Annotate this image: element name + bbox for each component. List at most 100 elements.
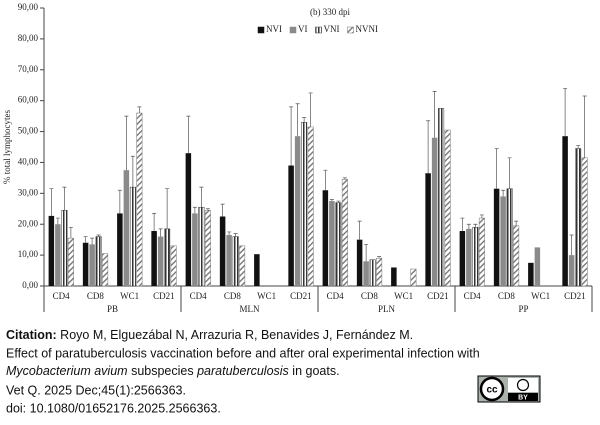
error-bar	[295, 103, 300, 137]
y-tick-label: 70,00	[18, 64, 39, 74]
genus-species: Mycobacterium avium	[6, 364, 128, 378]
bar	[322, 190, 329, 286]
error-bar	[124, 115, 129, 171]
error-bar	[432, 91, 437, 138]
bar	[493, 188, 500, 286]
error-bar	[96, 234, 101, 237]
error-bar	[329, 199, 334, 202]
license-badge: cc BY	[477, 375, 541, 403]
error-bar	[357, 220, 362, 240]
bar	[254, 254, 260, 286]
y-tick-label: 90,00	[18, 2, 39, 12]
bar	[157, 236, 164, 286]
bar	[363, 261, 369, 286]
error-bar	[507, 157, 512, 189]
bar	[391, 267, 397, 286]
x-tick-label: CD8	[361, 291, 379, 301]
bar	[444, 129, 451, 287]
bar	[102, 253, 109, 287]
error-bar	[466, 223, 471, 229]
error-bar	[501, 189, 506, 197]
error-bar	[186, 115, 191, 154]
bar	[198, 206, 205, 287]
x-tick-label: CD21	[564, 291, 586, 301]
group-label: PB	[107, 304, 118, 314]
legend-label: VNI	[324, 24, 340, 34]
subspecies: paratuberculosis	[196, 364, 289, 378]
error-bar	[62, 186, 67, 211]
bar	[562, 136, 568, 286]
x-tick-label: CD8	[498, 291, 516, 301]
bar	[307, 126, 314, 287]
bar	[301, 122, 308, 287]
error-bar	[90, 237, 95, 245]
x-tick-label: CD4	[190, 291, 208, 301]
bar	[219, 216, 226, 286]
error-bar	[426, 120, 431, 174]
y-tick-label: 60,00	[18, 95, 39, 105]
bar	[568, 255, 575, 286]
bar	[82, 242, 89, 286]
error-bar	[479, 214, 484, 219]
bar	[294, 136, 301, 286]
bar	[335, 202, 342, 287]
citation-title: Effect of paratuberculosis vaccination b…	[6, 346, 480, 360]
bar	[506, 188, 513, 287]
bar	[528, 262, 534, 286]
bar	[438, 108, 445, 287]
error-bar	[137, 106, 142, 114]
error-bar	[514, 220, 519, 226]
bar	[226, 235, 232, 286]
legend-swatch	[347, 26, 354, 34]
error-bar	[460, 217, 465, 232]
bar	[61, 210, 68, 287]
error-bar	[323, 169, 328, 191]
legend-label: NVI	[266, 24, 282, 34]
by-icon	[516, 378, 530, 392]
y-tick-label: 50,00	[18, 126, 39, 136]
bar	[478, 217, 485, 287]
error-bar	[152, 213, 157, 232]
error-bar	[68, 226, 73, 239]
error-bar	[289, 106, 294, 166]
y-tick-label: 80,00	[18, 33, 39, 43]
error-bar	[55, 217, 60, 225]
error-bar	[233, 233, 238, 237]
x-tick-label: CD21	[153, 291, 175, 301]
y-tick-label: 40,00	[18, 157, 39, 167]
x-tick-label: CD8	[224, 291, 242, 301]
error-bar	[569, 234, 574, 256]
bar	[129, 186, 136, 287]
bar	[288, 165, 294, 286]
bar	[459, 231, 466, 286]
error-bar	[377, 256, 382, 259]
error-bar	[576, 145, 581, 149]
error-bar	[130, 155, 135, 188]
citation: Citation: Royo M, Elguezábal N, Arrazuri…	[6, 328, 541, 415]
x-tick-label: WC1	[120, 291, 139, 301]
error-bar	[199, 186, 204, 208]
error-bar	[49, 188, 54, 216]
chart: 0,00 10,00 20,00 30,00 40,00 50,00 60,00 70,00 8…	[18, 2, 593, 314]
title-end: in goats.	[292, 364, 339, 378]
bar	[239, 245, 246, 287]
bar	[48, 215, 55, 286]
bar	[500, 196, 506, 286]
journal: Vet Q. 2025 Dec;45(1):2566363.	[6, 383, 186, 397]
group-label: PP	[518, 304, 528, 314]
legend-swatch	[257, 26, 265, 34]
error-bar	[192, 206, 197, 214]
x-tick-label: CD21	[290, 291, 312, 301]
error-bar	[220, 203, 225, 217]
subspecies-word: subspecies	[131, 364, 194, 378]
bar	[425, 173, 431, 286]
x-tick-label: CD8	[87, 291, 105, 301]
citation-title: Mycobacterium avium subspecies paratuber…	[6, 364, 340, 378]
y-tick-label: 10,00	[18, 249, 39, 259]
error-bar	[117, 189, 122, 214]
by-strip	[508, 393, 538, 401]
bar	[513, 225, 520, 287]
citation-line: Citation: Royo M, Elguezábal N, Arrazuri…	[6, 328, 413, 342]
x-tick-label: WC1	[257, 291, 276, 301]
